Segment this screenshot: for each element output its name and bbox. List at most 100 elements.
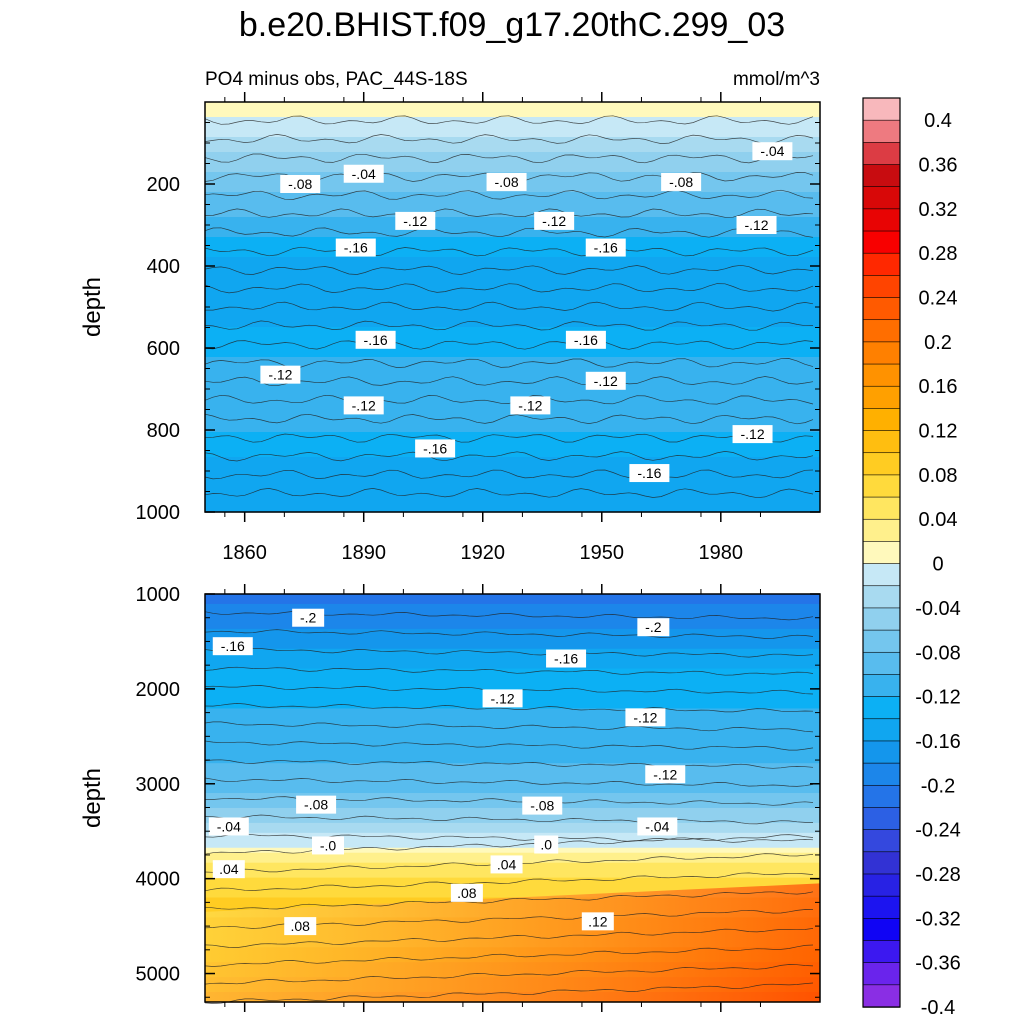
colorbar-swatch [862, 119, 901, 144]
x-tick-label: 1920 [460, 542, 505, 564]
band [205, 217, 820, 223]
contour-label-text: .04 [219, 861, 239, 877]
band [205, 307, 820, 313]
contour-label: -.0 [312, 836, 344, 855]
contour-label-text: .04 [497, 856, 517, 872]
contour-label-text: -.08 [530, 798, 554, 814]
contour-label-text: -.12 [740, 426, 764, 442]
colorbar-tick-label: -0.2 [921, 775, 955, 797]
contour-label: -.08 [296, 795, 337, 814]
contour-label-bg [534, 211, 575, 230]
contour-label: -.16 [335, 238, 376, 257]
contour-label-bg [510, 396, 551, 415]
band [205, 137, 820, 143]
y-tick-label: 1000 [136, 502, 181, 524]
band [205, 152, 820, 158]
band [205, 733, 820, 739]
band [205, 332, 820, 338]
colorbar-swatch [862, 895, 901, 920]
contour-label: -.04 [208, 817, 249, 836]
contour-label-bg [752, 142, 793, 161]
contour-label-bg [212, 637, 253, 656]
contour-label-text: -.12 [744, 217, 768, 233]
colorbar-swatch [862, 518, 901, 543]
colorbar: 0.4 0.36 0.32 0.28 0.24 0.2 0.16 0.12 0.08 0.04 0 -… [862, 97, 961, 1019]
band [205, 872, 820, 879]
band [205, 482, 820, 488]
band [205, 798, 820, 804]
contour-line [204, 469, 814, 480]
contour-label-text: -.2 [645, 619, 662, 635]
band [205, 247, 820, 253]
colorbar-swatch [862, 696, 901, 720]
contour-label: -.04 [343, 164, 384, 183]
colorbar-swatch [862, 585, 901, 609]
contour-label-bg [296, 795, 337, 814]
contour-line [204, 227, 814, 238]
band [205, 738, 820, 744]
colorbar-tick-label: -0.16 [915, 731, 961, 753]
colorbar-tick-label: 0.16 [919, 376, 958, 398]
band [205, 683, 820, 690]
contour-label: .08 [450, 883, 483, 902]
band [205, 297, 820, 303]
contour-label: .04 [212, 860, 245, 879]
contour-line [205, 301, 814, 312]
band [205, 292, 820, 298]
band [205, 277, 820, 283]
band [205, 287, 820, 293]
band [205, 673, 820, 680]
colorbar-swatch [862, 629, 901, 653]
band [205, 594, 820, 600]
band [205, 377, 820, 383]
band [205, 202, 820, 208]
band [205, 442, 820, 448]
band [205, 648, 820, 655]
contour-label-bg [585, 238, 626, 257]
colorbar-tick-label: 0.28 [919, 243, 958, 265]
colorbar-tick-label: 0 [932, 554, 943, 576]
contour-label-text: -.12 [352, 397, 376, 413]
contour-label-bg [732, 425, 773, 444]
contour-label-text: -.16 [594, 240, 618, 256]
colorbar-tick-label: -0.24 [915, 820, 961, 842]
band [205, 167, 820, 173]
contour-label-bg [335, 238, 376, 257]
band [205, 447, 820, 453]
contour-label: -.12 [510, 396, 551, 415]
contour-line [204, 872, 814, 892]
contour-label-bg [585, 371, 626, 390]
contour-line [204, 891, 814, 910]
contour-label-bg [637, 618, 670, 637]
band [205, 147, 820, 153]
band [205, 327, 820, 333]
contour-label-text: -.08 [494, 174, 518, 190]
colorbar-swatch [862, 740, 901, 764]
band [205, 362, 820, 368]
contour-label: -.12 [395, 211, 436, 230]
x-tick-label: 1950 [580, 542, 625, 564]
contour-label-bg [625, 708, 666, 727]
contour-line [204, 358, 814, 369]
band [205, 352, 820, 358]
band [205, 127, 820, 133]
contour-label-text: -.04 [352, 166, 376, 182]
band [205, 613, 820, 620]
colorbar-swatch [862, 541, 901, 565]
band [205, 892, 820, 899]
colorbar-tick-label: -0.36 [915, 953, 961, 975]
band [205, 638, 820, 645]
band [205, 713, 820, 719]
contour-label: .0 [534, 835, 559, 854]
band [205, 437, 820, 443]
band [205, 122, 820, 128]
y-tick-label: 800 [147, 420, 180, 442]
contour-label: -.16 [355, 330, 396, 349]
contour-label-text: -.12 [594, 373, 618, 389]
colorbar-swatch [862, 940, 901, 964]
contour-label-bg [490, 855, 523, 874]
colorbar-swatch [862, 807, 901, 831]
contour-label-text: .0 [540, 836, 552, 852]
contour-label: .08 [284, 917, 317, 936]
contour-line [204, 982, 814, 1004]
